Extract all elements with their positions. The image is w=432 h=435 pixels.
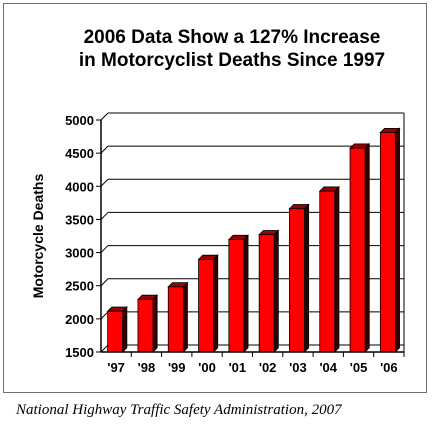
bar-face <box>379 132 396 353</box>
bar-face <box>319 190 336 353</box>
bar <box>288 203 310 353</box>
gridline-wall <box>100 178 109 187</box>
bar <box>106 306 128 353</box>
axis-layer: 1500 2000 2500 3000 3500 4000 4500 5000 '97 '98 '9… <box>65 113 405 375</box>
bar-side <box>394 127 400 353</box>
bar <box>258 229 280 353</box>
bar-side <box>182 281 188 353</box>
bar <box>349 142 371 353</box>
x-tick-label: '02 <box>259 360 277 375</box>
bar-face <box>289 208 305 353</box>
x-tick-label: '99 <box>168 360 186 375</box>
x-tick-label: '06 <box>380 360 398 375</box>
bar <box>227 234 250 353</box>
bar-side <box>213 254 219 353</box>
bar <box>318 185 340 353</box>
y-tick-label: 1500 <box>65 345 94 360</box>
x-tick-label: '00 <box>198 360 216 375</box>
bar <box>167 281 189 353</box>
bar-side <box>243 234 249 353</box>
bar-side <box>122 306 128 353</box>
bar-face <box>258 234 275 353</box>
bar-face <box>107 310 124 353</box>
gridline-wall <box>100 212 109 220</box>
bar-face <box>349 147 366 353</box>
bar <box>136 294 159 353</box>
bar <box>197 254 219 353</box>
y-tick-label: 4000 <box>65 179 94 194</box>
gridline-wall <box>100 278 109 287</box>
y-tick-label: 2500 <box>65 279 94 294</box>
y-tick-label: 2000 <box>65 312 94 327</box>
gridline-wall <box>100 311 109 320</box>
bar-face <box>228 239 245 353</box>
y-tick-label: 3500 <box>65 212 94 227</box>
bar-side <box>152 294 158 353</box>
bar-face <box>167 286 184 353</box>
gridline-wall <box>100 112 109 121</box>
bar-side <box>304 203 310 353</box>
bar-face <box>198 258 214 353</box>
x-tick-label: '01 <box>229 360 247 375</box>
bar-side <box>273 229 279 353</box>
bar-side <box>364 142 370 353</box>
chart-title: 2006 Data Show a 127% Increase in Motorc… <box>40 26 424 72</box>
chart-title-line-1: 2006 Data Show a 127% Increase <box>83 27 381 48</box>
chart-title-line-2: in Motorcyclist Deaths Since 1997 <box>78 50 386 71</box>
bar-layer <box>106 127 401 353</box>
x-tick-label: '98 <box>138 360 156 375</box>
y-tick-label: 3000 <box>65 246 94 261</box>
bar-side <box>334 185 340 353</box>
gridline-wall <box>100 245 109 253</box>
y-axis-label: Motorcycle Deaths <box>30 174 46 299</box>
x-tick-label: '03 <box>289 360 307 375</box>
bar-face <box>137 298 154 353</box>
x-tick-label: '97 <box>107 360 125 375</box>
bar-chart: 1500 2000 2500 3000 3500 4000 4500 5000 '97 '98 '9… <box>30 112 405 375</box>
y-tick-label: 5000 <box>65 113 94 128</box>
bar <box>379 127 401 353</box>
x-tick-label: '04 <box>319 360 337 375</box>
x-tick-label: '05 <box>350 360 368 375</box>
y-tick-label: 4500 <box>65 146 94 161</box>
source-credit: National Highway Traffic Safety Administ… <box>16 402 342 418</box>
gridline-wall <box>100 145 109 154</box>
